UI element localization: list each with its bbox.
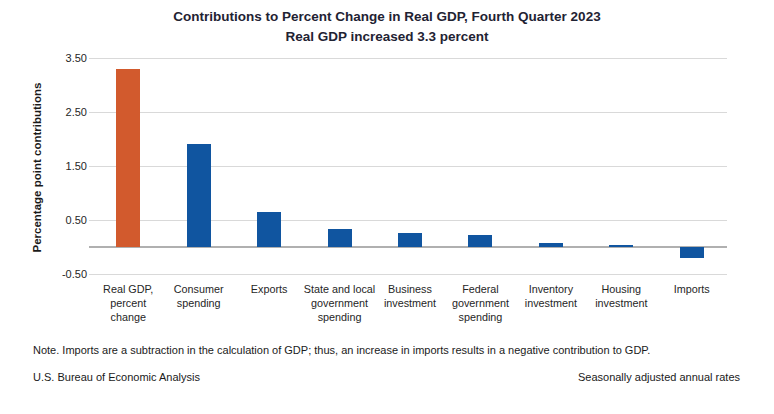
plot-area <box>93 58 727 274</box>
y-tick-3.50: 3.50 <box>30 51 87 65</box>
source-text: U.S. Bureau of Economic Analysis <box>33 371 200 383</box>
bar-imports <box>680 247 704 258</box>
y-tick--0.50: -0.50 <box>30 267 87 281</box>
bar-consumer-spending <box>187 144 211 247</box>
gridline-0.50 <box>89 220 727 221</box>
bar-housing-investment <box>609 245 633 247</box>
gridline--0.50 <box>89 274 727 275</box>
note-text: Note. Imports are a subtraction in the c… <box>33 344 753 356</box>
bar-real-gdp-percent-change <box>116 69 140 247</box>
gridline-2.50 <box>89 112 727 113</box>
chart-title: Contributions to Percent Change in Real … <box>0 7 774 47</box>
y-tick-0.50: 0.50 <box>30 213 87 227</box>
y-tick-1.50: 1.50 <box>30 159 87 173</box>
x-label-imports: Imports <box>649 282 735 296</box>
gridline-3.50 <box>89 58 727 59</box>
bar-business-investment <box>398 233 422 247</box>
bar-state-and-local-government-spending <box>328 229 352 247</box>
rates-text: Seasonally adjusted annual rates <box>578 371 740 383</box>
chart-title-line1: Contributions to Percent Change in Real … <box>0 7 774 27</box>
bar-inventory-investment <box>539 243 563 247</box>
chart-title-line2: Real GDP increased 3.3 percent <box>0 27 774 47</box>
y-tick-2.50: 2.50 <box>30 105 87 119</box>
bar-exports <box>257 212 281 247</box>
footer: U.S. Bureau of Economic Analysis Seasona… <box>33 371 740 383</box>
gridline-1.50 <box>89 166 727 167</box>
bea-gdp-contributions-chart: Contributions to Percent Change in Real … <box>0 0 774 414</box>
bar-federal-government-spending <box>468 235 492 247</box>
